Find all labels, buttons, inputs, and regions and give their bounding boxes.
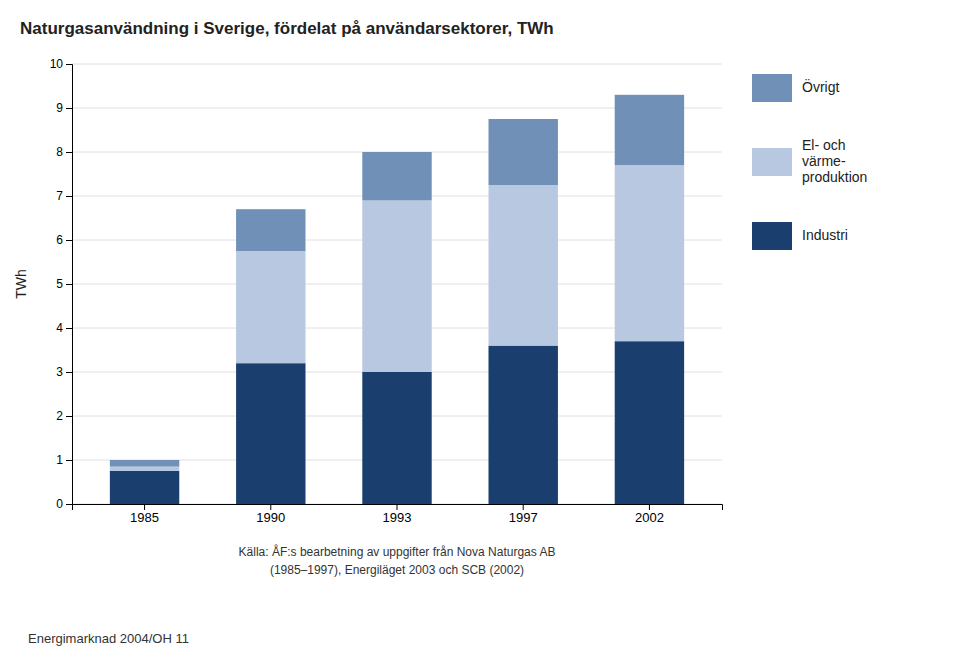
x-tick: 1990 xyxy=(256,504,285,525)
y-axis: 0 1 2 3 4 5 6 7 8 9 10 xyxy=(50,57,73,511)
y-tick-mark xyxy=(66,152,72,153)
x-tick-label: 2002 xyxy=(635,510,664,525)
legend-swatch xyxy=(752,148,792,176)
y-tick-mark xyxy=(66,196,72,197)
series-bars xyxy=(110,165,684,471)
y-tick-label: 5 xyxy=(56,277,63,291)
grid xyxy=(72,64,722,504)
y-tick: 9 xyxy=(56,101,72,115)
y-tick-label: 4 xyxy=(56,321,63,335)
y-tick: 5 xyxy=(56,277,72,291)
legend-swatch xyxy=(752,222,792,250)
y-tick: 1 xyxy=(56,453,72,467)
x-tick: 2002 xyxy=(635,504,664,525)
footer: Energimarknad 2004/OH 11 xyxy=(28,631,189,646)
bar xyxy=(110,460,179,467)
y-tick: 6 xyxy=(56,233,72,247)
grid-line xyxy=(72,64,722,65)
bar xyxy=(489,346,558,504)
series-bars xyxy=(110,95,684,467)
y-tick: 10 xyxy=(50,57,72,71)
x-axis-line xyxy=(73,505,723,511)
x-tick-mark xyxy=(270,504,271,510)
y-tick-mark xyxy=(66,64,72,65)
x-tick: 1985 xyxy=(130,504,159,525)
bar xyxy=(362,372,431,504)
x-axis: 1985 1990 1993 1997 2002 xyxy=(73,504,723,525)
y-tick-mark xyxy=(66,460,72,461)
legend-label-line: Industri xyxy=(802,227,848,243)
y-tick-mark xyxy=(66,416,72,417)
legend-label: Övrigt xyxy=(802,78,839,95)
y-tick-mark xyxy=(66,328,72,329)
x-tick-mark xyxy=(397,504,398,510)
bar xyxy=(236,251,305,363)
y-tick-mark xyxy=(66,240,72,241)
x-tick-mark xyxy=(144,504,145,510)
bar xyxy=(489,185,558,346)
source-note: Källa: ÅF:s bearbetning av uppgifter frå… xyxy=(239,544,556,559)
bars xyxy=(110,95,684,504)
legend: Övrigt El- ochvärme-produktion Industri xyxy=(752,74,867,250)
y-tick-label: 7 xyxy=(56,189,63,203)
y-tick-label: 10 xyxy=(50,57,64,71)
title: Naturgasanvändning i Sverige, fördelat p… xyxy=(20,19,554,38)
y-tick-mark xyxy=(66,372,72,373)
bar xyxy=(615,341,684,504)
source-note: (1985–1997), Energiläget 2003 och SCB (2… xyxy=(270,563,524,577)
legend-swatch xyxy=(752,74,792,102)
x-tick-label: 1990 xyxy=(256,510,285,525)
y-tick-label: 2 xyxy=(56,409,63,423)
y-tick-label: 3 xyxy=(56,365,63,379)
chart: Naturgasanvändning i Sverige, fördelat p… xyxy=(0,0,960,663)
y-tick-mark xyxy=(66,284,72,285)
bar xyxy=(236,363,305,504)
y-tick: 4 xyxy=(56,321,72,335)
x-tick-mark xyxy=(523,504,524,510)
legend-label: Industri xyxy=(802,227,848,243)
bar xyxy=(615,95,684,165)
legend-label-line: Övrigt xyxy=(802,78,839,95)
bar xyxy=(362,152,431,200)
legend-item: Industri xyxy=(752,222,848,250)
plot: 1985 1990 1993 1997 2002 0 1 2 3 4 5 6 7 8 9 10 xyxy=(50,57,723,525)
legend-item: Övrigt xyxy=(752,74,839,102)
bar xyxy=(615,165,684,341)
y-tick-label: 8 xyxy=(56,145,63,159)
bar xyxy=(236,209,305,251)
y-tick-label: 1 xyxy=(56,453,63,467)
x-tick: 1993 xyxy=(383,504,412,525)
legend-item: El- ochvärme-produktion xyxy=(752,137,867,185)
y-axis-title: TWh xyxy=(13,269,29,299)
y-axis-line xyxy=(66,65,73,505)
y-tick: 2 xyxy=(56,409,72,423)
x-tick-mark xyxy=(649,504,650,510)
legend-label-line: värme- xyxy=(802,153,846,169)
y-tick: 7 xyxy=(56,189,72,203)
y-tick-mark xyxy=(66,504,72,505)
bar xyxy=(110,471,179,504)
y-tick: 8 xyxy=(56,145,72,159)
x-tick-label: 1997 xyxy=(509,510,538,525)
legend-label: El- ochvärme-produktion xyxy=(802,137,867,185)
x-tick-label: 1985 xyxy=(130,510,159,525)
bar xyxy=(110,467,179,471)
bar xyxy=(489,119,558,185)
y-tick-label: 6 xyxy=(56,233,63,247)
y-tick: 3 xyxy=(56,365,72,379)
y-tick-label: 0 xyxy=(56,497,63,511)
legend-label-line: produktion xyxy=(802,169,867,185)
y-tick: 0 xyxy=(56,497,72,511)
legend-label-line: El- och xyxy=(802,137,846,153)
x-tick-label: 1993 xyxy=(383,510,412,525)
x-tick: 1997 xyxy=(509,504,538,525)
y-tick-mark xyxy=(66,108,72,109)
y-tick-label: 9 xyxy=(56,101,63,115)
bar xyxy=(362,200,431,372)
